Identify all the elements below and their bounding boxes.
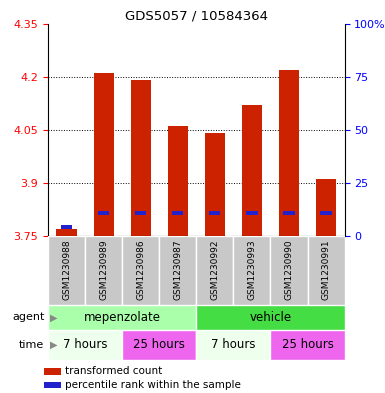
Text: 7 hours: 7 hours bbox=[63, 338, 107, 351]
Text: agent: agent bbox=[12, 312, 44, 322]
Bar bbox=[196, 330, 270, 360]
Bar bbox=[233, 236, 270, 305]
Bar bbox=[270, 330, 345, 360]
Bar bbox=[279, 70, 299, 236]
Text: GSM1230991: GSM1230991 bbox=[321, 239, 331, 300]
Text: ▶: ▶ bbox=[50, 312, 57, 322]
Bar bbox=[167, 126, 188, 236]
Bar bbox=[44, 368, 61, 375]
Text: time: time bbox=[19, 340, 44, 350]
Text: GSM1230987: GSM1230987 bbox=[173, 239, 182, 300]
Bar bbox=[196, 236, 233, 305]
Text: GSM1230993: GSM1230993 bbox=[248, 239, 256, 300]
Title: GDS5057 / 10584364: GDS5057 / 10584364 bbox=[125, 9, 268, 22]
Text: percentile rank within the sample: percentile rank within the sample bbox=[65, 380, 241, 389]
Text: mepenzolate: mepenzolate bbox=[84, 311, 161, 324]
Bar bbox=[85, 236, 122, 305]
Text: GSM1230990: GSM1230990 bbox=[285, 239, 293, 300]
Bar bbox=[48, 236, 85, 305]
Bar bbox=[242, 105, 262, 236]
Bar bbox=[48, 305, 196, 330]
Bar bbox=[209, 211, 221, 215]
Text: 25 hours: 25 hours bbox=[281, 338, 333, 351]
Bar bbox=[270, 236, 308, 305]
Text: vehicle: vehicle bbox=[249, 311, 291, 324]
Text: GSM1230986: GSM1230986 bbox=[136, 239, 145, 300]
Text: ▶: ▶ bbox=[50, 340, 57, 350]
Bar bbox=[48, 330, 122, 360]
Bar bbox=[135, 211, 146, 215]
Bar bbox=[98, 211, 109, 215]
Bar bbox=[57, 229, 77, 236]
Text: GSM1230989: GSM1230989 bbox=[99, 239, 108, 300]
Bar bbox=[316, 179, 336, 236]
Bar bbox=[159, 236, 196, 305]
Bar bbox=[320, 211, 331, 215]
Bar bbox=[308, 236, 345, 305]
Bar bbox=[205, 133, 225, 236]
Text: GSM1230992: GSM1230992 bbox=[210, 239, 219, 300]
Text: 7 hours: 7 hours bbox=[211, 338, 256, 351]
Bar bbox=[131, 80, 151, 236]
Bar bbox=[122, 330, 196, 360]
Bar bbox=[44, 382, 61, 388]
Bar bbox=[283, 211, 295, 215]
Text: 25 hours: 25 hours bbox=[133, 338, 185, 351]
Text: GSM1230988: GSM1230988 bbox=[62, 239, 71, 300]
Bar bbox=[122, 236, 159, 305]
Bar bbox=[61, 225, 72, 229]
Bar bbox=[94, 73, 114, 236]
Bar bbox=[196, 305, 345, 330]
Bar bbox=[172, 211, 183, 215]
Text: transformed count: transformed count bbox=[65, 366, 162, 376]
Bar bbox=[246, 211, 258, 215]
